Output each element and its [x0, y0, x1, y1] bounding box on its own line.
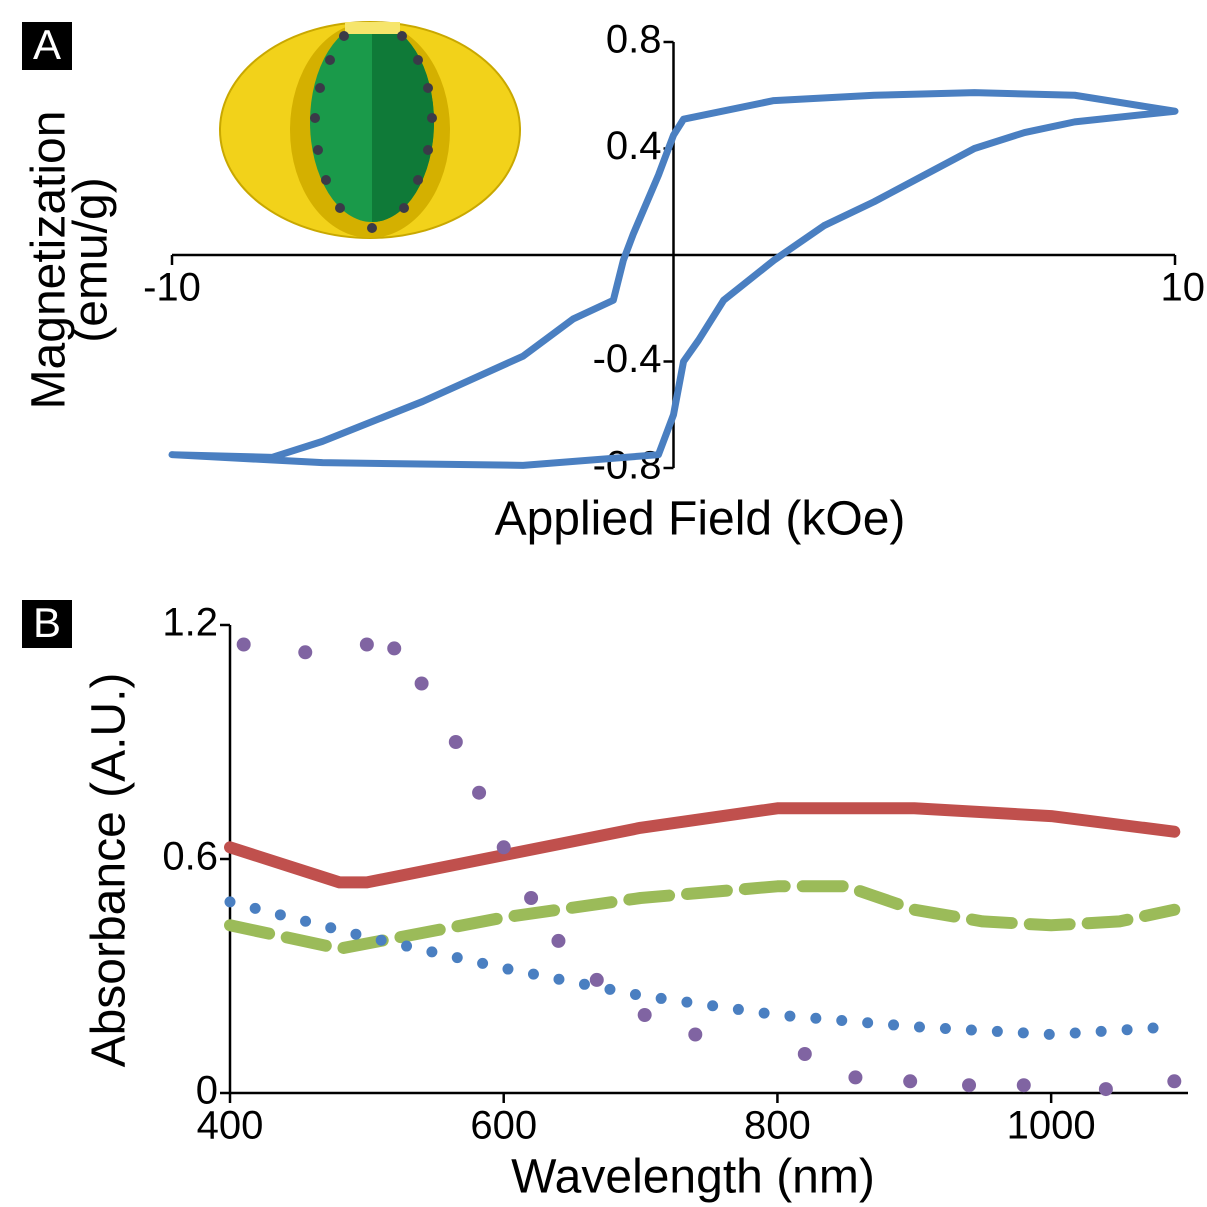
x-tick-label: 800	[744, 1104, 811, 1148]
y-tick-label: -0.8	[593, 444, 662, 488]
data-point	[524, 891, 539, 905]
y-axis-label: (emu/g)	[65, 177, 118, 342]
data-point	[448, 735, 463, 749]
y-axis-label: Magnetization	[23, 111, 76, 410]
y-tick-label: 0.6	[162, 835, 218, 879]
y-tick-label: -0.4	[593, 337, 662, 381]
data-point	[903, 1074, 918, 1089]
inset-illustration	[219, 21, 521, 239]
data-point	[359, 637, 374, 652]
x-tick-label: 1000	[1007, 1104, 1096, 1148]
data-point	[298, 645, 313, 660]
data-point	[797, 1047, 812, 1061]
x-axis-label: Wavelength (nm)	[511, 1151, 875, 1204]
data-point	[414, 676, 429, 691]
data-point	[848, 1070, 863, 1085]
data-point	[589, 972, 604, 987]
data-point	[688, 1027, 703, 1042]
data-point	[551, 933, 566, 948]
x-tick-label: 600	[470, 1104, 537, 1148]
x-tick-label: 400	[197, 1104, 264, 1148]
data-line	[168, 89, 1179, 469]
data-line	[224, 896, 1180, 1040]
x-tick-label: 10	[1161, 266, 1206, 310]
data-line	[224, 802, 1181, 889]
data-point	[1167, 1074, 1182, 1089]
y-tick-label: 0	[196, 1069, 218, 1113]
y-axis-label: Absorbance (A.U.)	[83, 673, 136, 1068]
x-axis-label: Applied Field (kOe)	[495, 493, 906, 546]
data-point	[1016, 1078, 1031, 1093]
data-point	[236, 637, 251, 652]
panel-label-box	[22, 600, 72, 648]
panel-label: B	[33, 599, 61, 646]
data-point	[1098, 1082, 1113, 1097]
data-line	[224, 880, 1181, 955]
panel-label: A	[33, 21, 61, 68]
y-tick-label: 0.4	[606, 124, 662, 168]
data-point	[496, 840, 511, 855]
panel-label-box	[22, 22, 72, 70]
data-point	[962, 1078, 977, 1093]
data-point	[637, 1008, 652, 1022]
data-point	[387, 641, 402, 656]
y-tick-label: 0.8	[606, 18, 662, 62]
x-tick-label: -10	[143, 266, 201, 310]
data-point	[472, 785, 487, 800]
y-tick-label: 1.2	[162, 601, 218, 645]
